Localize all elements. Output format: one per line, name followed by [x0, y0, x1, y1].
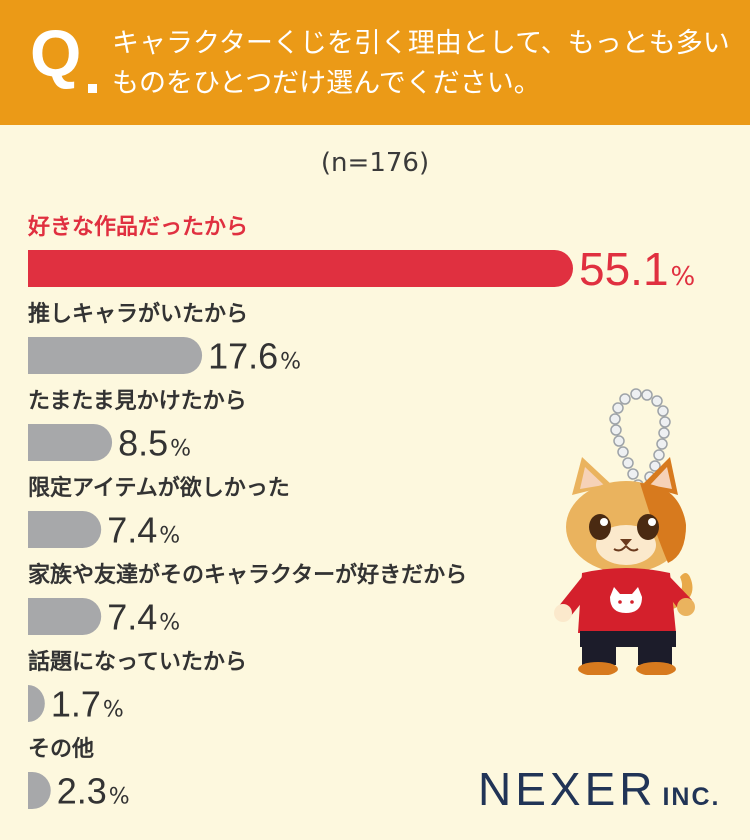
category-label: その他: [28, 737, 94, 762]
value-unit: %: [159, 523, 180, 548]
value-unit: %: [109, 784, 130, 809]
value-number: 8.5: [118, 422, 168, 463]
sample-size: (n=176): [320, 148, 430, 178]
question-header: Q キャラクターくじを引く理由として、もっとも多いものをひとつだけ選んでください…: [0, 0, 750, 125]
value-label: 7.4%: [107, 509, 180, 550]
category-label: 家族や友達がそのキャラクターが好きだから: [28, 562, 467, 588]
logo-main: NEXER: [478, 763, 657, 815]
value-label: 1.7%: [51, 683, 124, 724]
question-text: キャラクターくじを引く理由として、もっとも多いものをひとつだけ選んでください。: [112, 28, 730, 99]
value-label: 17.6%: [208, 335, 301, 376]
value-number: 1.7: [51, 683, 101, 724]
value-number: 7.4: [107, 596, 157, 637]
calico-cat-keychain-icon: [554, 388, 695, 675]
value-unit: %: [280, 349, 301, 374]
value-number: 2.3: [57, 770, 107, 811]
value-unit: %: [103, 697, 124, 722]
value-label: 2.3%: [57, 770, 130, 811]
bar: [28, 685, 45, 722]
bar: [28, 250, 573, 287]
logo-suffix: INC.: [662, 783, 721, 811]
value-label: 7.4%: [107, 596, 180, 637]
value-label: 8.5%: [118, 422, 191, 463]
category-label: 限定アイテムが欲しかった: [28, 475, 290, 501]
value-unit: %: [159, 610, 180, 635]
bar: [28, 511, 102, 548]
nexer-logo: NEXER INC.: [478, 766, 720, 812]
category-label: たまたま見かけたから: [28, 389, 247, 414]
category-label: 推しキャラがいたから: [28, 301, 248, 327]
value-number: 55.1: [579, 243, 669, 295]
bar: [28, 598, 102, 635]
bar: [28, 772, 51, 809]
category-label: 話題になっていたから: [28, 649, 247, 675]
q-dot: [88, 84, 97, 93]
q-mark: Q: [30, 16, 82, 90]
bar: [28, 424, 113, 461]
category-label: 好きな作品だったから: [27, 214, 248, 240]
bar: [28, 337, 203, 374]
value-label: 55.1%: [579, 243, 695, 295]
value-unit: %: [170, 436, 191, 461]
value-unit: %: [671, 262, 696, 292]
value-number: 7.4: [107, 509, 157, 550]
value-number: 17.6: [208, 335, 278, 376]
